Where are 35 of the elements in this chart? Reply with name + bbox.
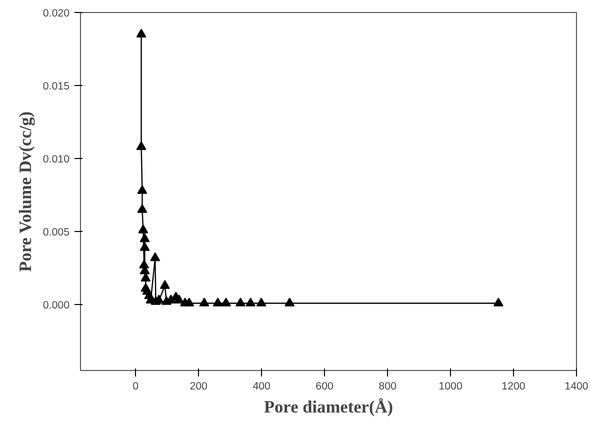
point bbox=[256, 298, 266, 306]
x-tick-label: 1000 bbox=[438, 380, 462, 392]
y-tick-label: 0.005 bbox=[42, 226, 70, 239]
point bbox=[235, 298, 246, 306]
point bbox=[184, 298, 194, 306]
x-tick-label: 0 bbox=[132, 380, 139, 392]
x-tick-label: 800 bbox=[378, 380, 397, 392]
y-tick-label: 0.015 bbox=[42, 80, 70, 93]
x-tick-label: 1400 bbox=[564, 380, 588, 392]
point bbox=[160, 280, 170, 289]
x-tick-label: 400 bbox=[252, 380, 271, 392]
point bbox=[136, 28, 146, 38]
point bbox=[140, 233, 150, 242]
y-tick-label: 0.000 bbox=[42, 300, 70, 312]
point bbox=[493, 298, 504, 306]
point bbox=[284, 298, 295, 306]
point bbox=[136, 141, 146, 150]
point bbox=[174, 294, 184, 304]
point bbox=[212, 298, 223, 306]
y-axis-title: Pore Volume Dv(cc/g) bbox=[16, 111, 35, 272]
point bbox=[137, 204, 148, 213]
point bbox=[220, 298, 231, 306]
point bbox=[246, 298, 256, 306]
x-tick-label: 200 bbox=[190, 380, 208, 392]
point bbox=[140, 242, 150, 251]
x-tick-label: 1200 bbox=[502, 380, 526, 392]
point bbox=[138, 224, 148, 234]
y-tick-label: 0.010 bbox=[42, 154, 70, 166]
point bbox=[150, 252, 160, 262]
x-axis-title: Pore diameter(Å) bbox=[264, 398, 394, 416]
point bbox=[199, 298, 210, 306]
y-tick-label: 0.020 bbox=[42, 8, 70, 20]
point bbox=[137, 185, 148, 194]
point bbox=[140, 272, 151, 282]
x-tick-label: 600 bbox=[316, 380, 334, 392]
